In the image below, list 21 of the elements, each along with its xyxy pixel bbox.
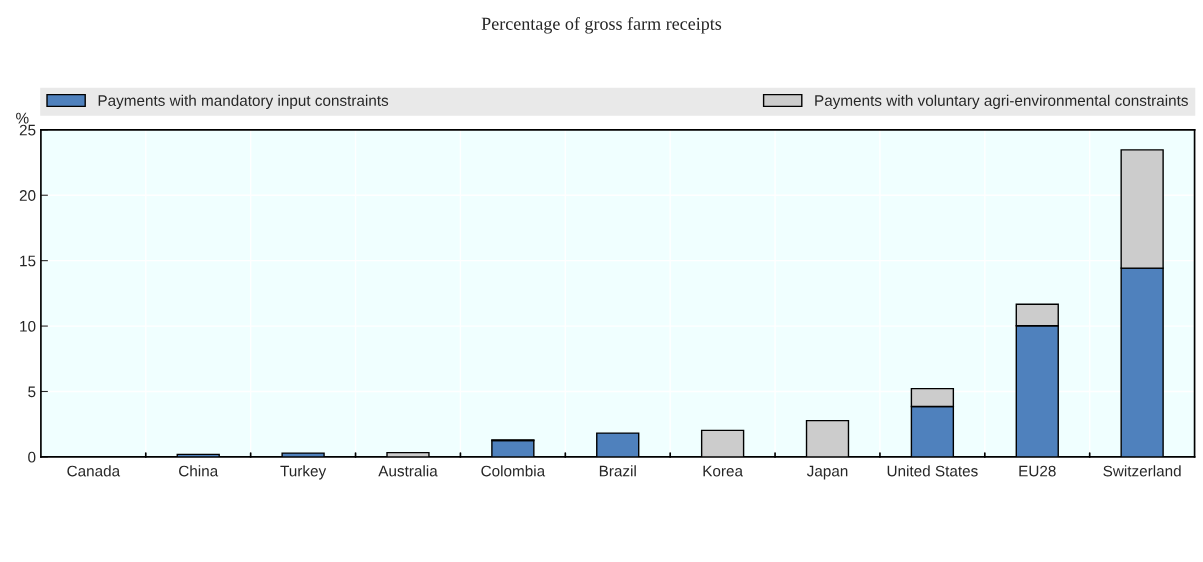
x-tick-label: Australia bbox=[378, 465, 438, 477]
legend-label: Payments with voluntary agri-environmental constraints bbox=[815, 94, 1188, 109]
x-tick-label: Canada bbox=[67, 465, 121, 477]
chart-title: Percentage of gross farm receipts bbox=[481, 16, 722, 34]
x-tick-label: United States bbox=[887, 465, 978, 477]
y-axis-title: % bbox=[16, 112, 29, 124]
x-tick-label: Korea bbox=[703, 465, 743, 477]
y-tick-label: 20 bbox=[19, 190, 36, 201]
y-tick-label: 25 bbox=[19, 124, 36, 136]
y-tick-label: 5 bbox=[28, 386, 36, 398]
x-tick-label: Colombia bbox=[481, 465, 546, 477]
legend-label: Payments with mandatory input constraints bbox=[98, 94, 389, 109]
x-tick-label: EU28 bbox=[1019, 465, 1056, 477]
x-tick-label: Japan bbox=[806, 465, 848, 480]
x-tick-label: Brazil bbox=[599, 465, 636, 477]
x-tick-label: Turkey bbox=[280, 465, 327, 480]
x-tick-label: China bbox=[179, 465, 219, 477]
x-tick-label: Switzerland bbox=[1103, 465, 1181, 477]
y-tick-label: 0 bbox=[28, 451, 36, 463]
y-tick-label: 10 bbox=[20, 320, 36, 332]
y-tick-label: 15 bbox=[20, 255, 36, 267]
